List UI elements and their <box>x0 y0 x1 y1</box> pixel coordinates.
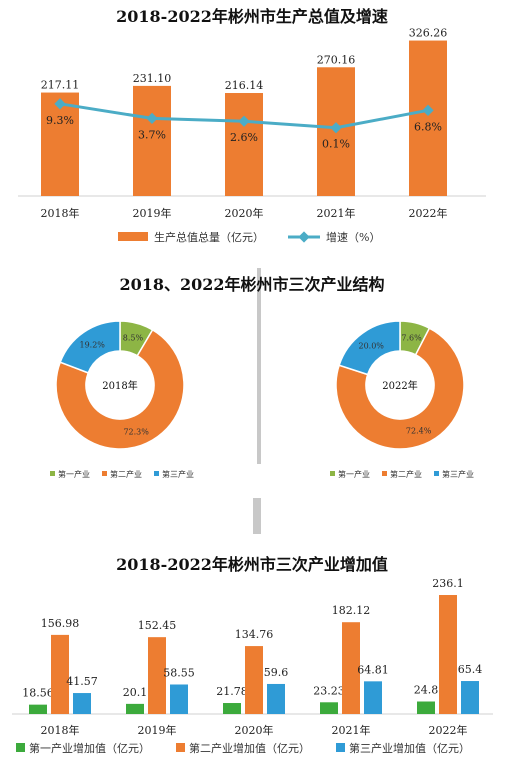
x-tick-label: 2022年 <box>429 723 468 737</box>
growth-value-label: 0.1% <box>322 138 350 151</box>
bar-value-label: 21.78 <box>216 685 248 698</box>
gdp-bar <box>409 40 447 196</box>
legend-swatch <box>336 743 345 752</box>
gdp-bar <box>133 85 171 196</box>
value-added-bar <box>245 646 263 714</box>
slice-pct-label: 8.5% <box>123 334 144 343</box>
bar-value-label: 41.57 <box>66 675 98 688</box>
legend-swatch <box>382 471 387 476</box>
bar-value-label: 65.4 <box>458 663 483 676</box>
bar-value-label: 24.8 <box>414 684 439 697</box>
bar-value-label: 236.1 <box>432 577 464 590</box>
bar-value-label: 58.55 <box>163 666 195 679</box>
value-added-bar <box>267 683 285 714</box>
x-tick-label: 2018年 <box>41 206 80 220</box>
growth-value-label: 9.3% <box>46 114 74 127</box>
x-tick-label: 2021年 <box>317 206 356 220</box>
gdp-bar <box>41 92 79 196</box>
growth-value-label: 6.8% <box>414 120 442 133</box>
chart-title: 2018、2022年彬州市三次产业结构 <box>119 275 384 294</box>
bar-value-label: 20.1 <box>123 686 148 699</box>
legend-swatch <box>50 471 55 476</box>
value-added-bar <box>342 622 360 714</box>
value-added-bar <box>73 693 91 714</box>
legend-marker-growth <box>298 231 310 243</box>
donut-center-label: 2018年 <box>102 379 137 392</box>
legend-label-gdp: 生产总值总量（亿元） <box>154 230 264 244</box>
donut-slice <box>335 327 465 450</box>
gdp-value-label: 270.16 <box>317 53 356 66</box>
value-added-bar <box>223 703 241 714</box>
bar-value-label: 23.23 <box>313 684 345 697</box>
legend-label: 第一产业增加值（亿元） <box>29 741 150 755</box>
x-tick-label: 2022年 <box>409 206 448 220</box>
bar-value-label: 59.6 <box>264 666 289 679</box>
growth-marker <box>54 98 66 110</box>
value-added-bar <box>29 704 47 714</box>
legend-label: 第二产业 <box>390 469 422 479</box>
bar-value-label: 18.56 <box>22 687 54 700</box>
x-tick-label: 2021年 <box>332 723 371 737</box>
chart-title: 2018-2022年彬州市生产总值及增速 <box>116 7 388 26</box>
legend-swatch <box>176 743 185 752</box>
gdp-value-label: 231.10 <box>133 72 172 85</box>
slice-pct-label: 72.4% <box>406 426 432 435</box>
chart-title: 2018-2022年彬州市三次产业增加值 <box>116 555 388 574</box>
gdp-bar <box>225 93 263 196</box>
legend-label: 第一产业 <box>58 469 90 479</box>
value-added-bar <box>148 637 166 714</box>
bar-value-label: 156.98 <box>41 617 80 630</box>
legend-label: 第二产业增加值（亿元） <box>189 741 310 755</box>
value-added-bar <box>417 701 435 714</box>
legend-swatch-gdp <box>118 232 148 241</box>
gdp-value-label: 217.11 <box>41 79 80 92</box>
value-added-bar <box>439 595 457 714</box>
industry-value-added-chart: 2018-2022年彬州市三次产业增加值 18.56 156.98 41.57 2018… <box>12 555 493 755</box>
legend-swatch <box>434 471 439 476</box>
legend-label-growth: 增速（%） <box>326 230 380 244</box>
legend-label: 第一产业 <box>338 469 370 479</box>
value-added-bar <box>126 703 144 714</box>
legend-label: 第三产业 <box>162 469 194 479</box>
slice-pct-label: 7.6% <box>401 333 422 342</box>
bar-value-label: 182.12 <box>332 604 371 617</box>
x-tick-label: 2018年 <box>41 723 80 737</box>
legend-swatch <box>154 471 159 476</box>
slice-pct-label: 19.2% <box>79 341 105 350</box>
gdp-value-label: 326.26 <box>409 27 448 40</box>
value-added-bar <box>461 681 479 714</box>
slice-pct-label: 72.3% <box>123 427 149 436</box>
value-added-bar <box>320 702 338 714</box>
legend-label: 第三产业 <box>442 469 474 479</box>
value-added-bar <box>364 681 382 714</box>
donut-center-label: 2022年 <box>382 379 417 392</box>
bar-value-label: 134.76 <box>235 628 274 641</box>
x-tick-label: 2019年 <box>133 206 172 220</box>
legend-label: 第二产业 <box>110 469 142 479</box>
x-tick-label: 2020年 <box>225 206 264 220</box>
vertical-divider <box>257 268 261 464</box>
donut-slice <box>55 328 185 450</box>
x-tick-label: 2019年 <box>138 723 177 737</box>
legend-swatch <box>102 471 107 476</box>
gdp-growth-chart: 2018-2022年彬州市生产总值及增速 217.11 2018年 231.10 201… <box>18 7 486 244</box>
x-tick-label: 2020年 <box>235 723 274 737</box>
donut-slice <box>59 320 121 374</box>
industry-structure-chart: 2018、2022年彬州市三次产业结构 8.5% 72.3% 19.2% 2018年第一… <box>50 275 474 479</box>
legend-swatch <box>330 471 335 476</box>
value-added-bar <box>51 634 69 714</box>
divider-block <box>253 498 261 534</box>
legend-swatch <box>16 743 25 752</box>
gdp-value-label: 216.14 <box>225 79 264 92</box>
bar-value-label: 64.81 <box>357 663 389 676</box>
slice-pct-label: 20.0% <box>358 341 384 350</box>
value-added-bar <box>170 684 188 714</box>
growth-value-label: 3.7% <box>138 128 166 141</box>
legend-label: 第三产业增加值（亿元） <box>349 741 470 755</box>
growth-value-label: 2.6% <box>230 131 258 144</box>
bar-value-label: 152.45 <box>138 619 177 632</box>
donut-slice <box>338 320 401 376</box>
